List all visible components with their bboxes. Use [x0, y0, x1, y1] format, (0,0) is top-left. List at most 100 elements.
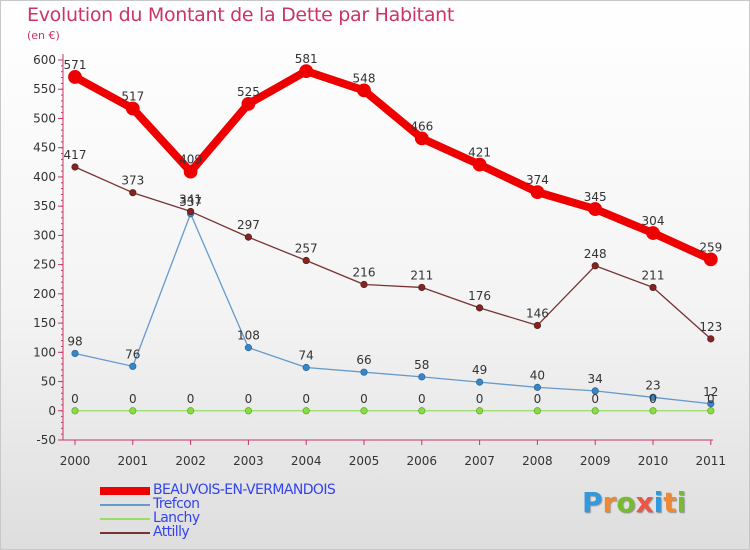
data-point-attilly [302, 256, 310, 265]
data-label-beauvois: 548 [353, 71, 376, 85]
y-tick-label: 400 [33, 170, 56, 184]
brand-letter: r [602, 486, 617, 519]
data-point-trefcon [533, 383, 542, 391]
data-point-attilly [187, 207, 195, 216]
data-point-trefcon [244, 344, 252, 352]
data-point-beauvois [703, 252, 718, 267]
legend-label-attilly: Attilly [153, 524, 190, 540]
data-label-trefcon: 23 [645, 378, 660, 392]
data-point-beauvois [472, 157, 487, 172]
chart-title: Evolution du Montant de la Dette par Hab… [27, 4, 455, 26]
data-label-trefcon: 337 [179, 195, 202, 209]
data-point-beauvois [68, 70, 82, 84]
data-label-attilly: 341 [179, 192, 202, 206]
data-label-lanchy: 0 [129, 392, 137, 406]
data-label-trefcon: 74 [299, 349, 314, 363]
x-tick-label: 2006 [407, 454, 438, 468]
data-label-trefcon: 76 [125, 347, 140, 361]
data-label-trefcon: 108 [237, 329, 260, 343]
data-point-beauvois [530, 185, 545, 200]
data-point-lanchy [187, 407, 195, 415]
data-label-attilly: 257 [295, 242, 318, 256]
y-tick-label: 0 [48, 404, 56, 418]
data-label-lanchy: 0 [707, 392, 715, 406]
data-label-beauvois: 304 [642, 214, 665, 228]
legend-swatch-trefcon [100, 504, 150, 506]
chart-subtitle: (en €) [27, 29, 60, 42]
data-label-trefcon: 34 [588, 372, 603, 386]
data-label-beauvois: 581 [295, 52, 318, 66]
x-tick-label: 2009 [580, 454, 611, 468]
data-point-lanchy [591, 407, 599, 415]
data-label-attilly: 417 [64, 148, 87, 162]
y-tick-label: 550 [33, 82, 56, 96]
data-point-beauvois [183, 164, 198, 179]
brand-logo: Proxiti [582, 486, 686, 519]
data-point-lanchy [302, 407, 310, 415]
data-point-lanchy [71, 407, 79, 415]
x-tick-label: 2005 [349, 454, 380, 468]
legend-label-beauvois: BEAUVOIS-EN-VERMANDOIS [153, 482, 336, 498]
data-point-trefcon [129, 362, 137, 370]
y-tick-label: 50 [41, 375, 56, 389]
brand-letter: i [676, 486, 687, 519]
legend-swatch-beauvois [100, 487, 150, 495]
data-point-lanchy [475, 407, 484, 415]
data-point-lanchy [244, 407, 252, 415]
data-label-trefcon: 58 [414, 358, 429, 372]
data-label-trefcon: 40 [530, 368, 545, 382]
y-tick-label: -50 [36, 433, 56, 447]
data-point-beauvois [357, 83, 371, 98]
data-point-trefcon [591, 387, 599, 395]
data-label-lanchy: 0 [302, 392, 310, 406]
data-point-beauvois [125, 101, 140, 116]
data-label-attilly: 176 [468, 289, 491, 303]
data-point-trefcon [71, 349, 79, 358]
x-tick-label: 2008 [522, 454, 553, 468]
brand-letter: x [635, 486, 654, 519]
data-point-trefcon [475, 378, 484, 386]
data-label-beauvois: 466 [410, 119, 433, 133]
data-label-trefcon: 12 [703, 385, 718, 399]
data-point-beauvois [241, 96, 256, 111]
data-label-attilly: 248 [584, 247, 607, 261]
data-label-beauvois: 421 [468, 146, 491, 160]
data-label-trefcon: 98 [67, 334, 82, 348]
series-line-attilly [74, 166, 712, 340]
brand-letter: t [663, 486, 677, 519]
data-point-lanchy [360, 407, 368, 415]
data-point-trefcon [707, 400, 715, 408]
x-tick-label: 2007 [464, 454, 495, 468]
brand-letter: i [653, 486, 664, 519]
data-label-lanchy: 0 [591, 392, 599, 406]
data-label-attilly: 297 [237, 218, 260, 232]
data-point-attilly [475, 304, 484, 312]
y-tick-label: 500 [33, 111, 56, 125]
data-point-attilly [591, 262, 599, 270]
x-tick-label: 2000 [60, 454, 91, 468]
series-line-trefcon [74, 213, 711, 405]
data-point-attilly [649, 283, 657, 292]
x-tick-label: 2010 [638, 454, 669, 468]
data-label-trefcon: 66 [356, 353, 371, 367]
x-tick-label: 2002 [175, 454, 206, 468]
legend-swatch-attilly [100, 532, 150, 534]
data-point-lanchy [707, 407, 715, 415]
data-point-lanchy [649, 407, 657, 415]
data-point-trefcon [649, 393, 657, 401]
data-label-lanchy: 0 [418, 392, 426, 406]
data-point-attilly [418, 283, 426, 292]
data-point-lanchy [129, 407, 137, 415]
data-label-beauvois: 571 [64, 58, 87, 72]
legend-label-lanchy: Lanchy [153, 510, 200, 526]
data-label-lanchy: 0 [476, 392, 484, 406]
data-label-lanchy: 0 [360, 392, 368, 406]
data-point-lanchy [418, 407, 426, 415]
data-point-beauvois [646, 226, 660, 240]
data-label-beauvois: 345 [584, 190, 607, 204]
y-tick-label: 300 [33, 228, 56, 242]
data-label-lanchy: 0 [71, 392, 79, 406]
data-label-attilly: 211 [410, 268, 433, 282]
